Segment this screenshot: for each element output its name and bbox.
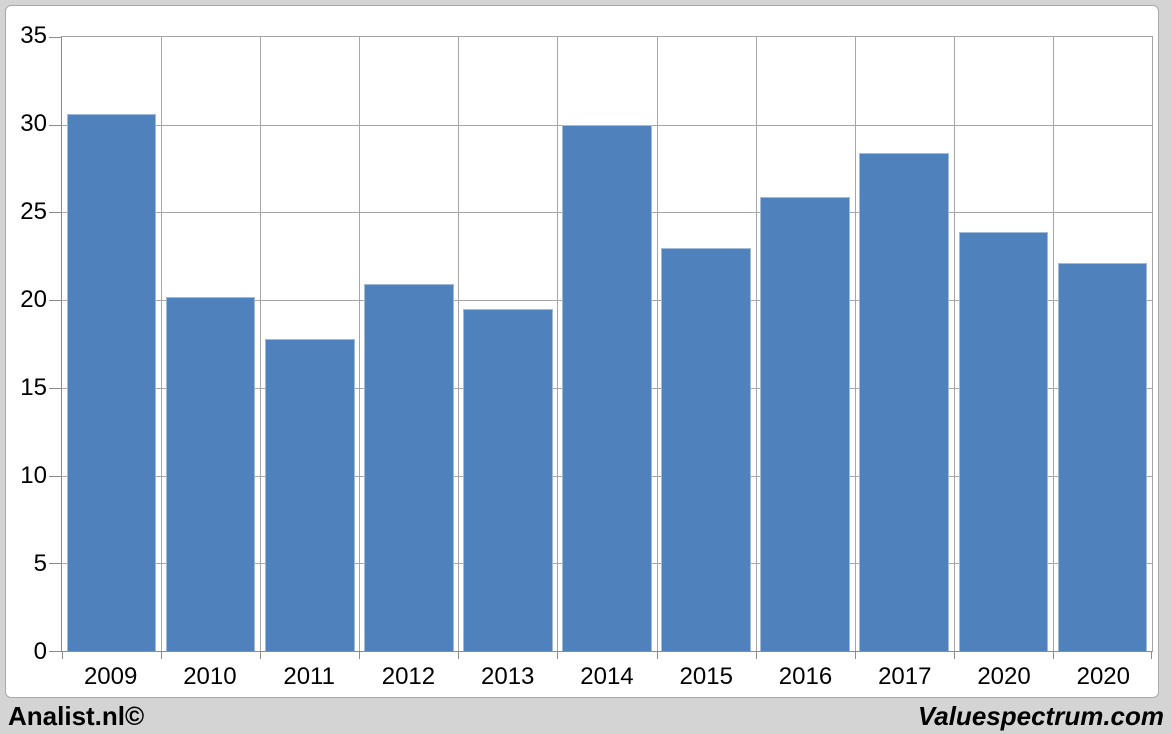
x-tick-label: 2016	[778, 663, 833, 690]
axis-ticks-layer	[49, 37, 1152, 659]
x-tick-mark	[1052, 651, 1054, 659]
bar-2010	[165, 296, 256, 651]
bar-2014	[562, 124, 652, 651]
y-tick-mark	[49, 387, 62, 389]
y-tick-mark	[49, 651, 62, 652]
y-tick-mark	[49, 37, 62, 38]
bar-2015	[661, 247, 751, 651]
bar-2013	[463, 308, 553, 651]
plot-area	[49, 36, 1153, 659]
v-gridline	[755, 37, 757, 651]
x-tick-mark	[161, 651, 163, 659]
y-tick-label: 0	[33, 638, 47, 665]
bar-2017	[859, 152, 950, 651]
v-gridline	[458, 37, 460, 651]
v-gridline	[656, 37, 658, 651]
bar-2016	[760, 196, 850, 651]
x-axis: 2009 2010 2011 2012 2013 2014 2015 2016 2017 2020…	[61, 662, 1153, 692]
y-tick-label: 35	[20, 22, 47, 49]
x-tick-mark	[557, 651, 559, 659]
x-tick-label: 2014	[580, 663, 634, 690]
v-gridline	[260, 37, 262, 651]
chart-panel: 0 5 10 15 20 25 30 35 2009 2010 2011 2012 2013 2014 2…	[5, 5, 1159, 698]
analist-credit: Analist.nl©	[8, 701, 145, 731]
x-tick-label: 2017	[878, 663, 932, 690]
y-tick-mark	[49, 300, 62, 302]
y-tick-mark	[49, 124, 62, 126]
x-tick-label: 2009	[83, 663, 138, 690]
y-tick-mark	[49, 563, 62, 565]
x-tick-mark	[260, 651, 262, 659]
y-tick-mark	[49, 475, 62, 477]
bar-2012	[364, 284, 454, 651]
x-tick-mark	[656, 651, 658, 659]
y-tick-label: 25	[20, 197, 47, 225]
y-axis: 0 5 10 15 20 25 30 35	[7, 22, 49, 665]
y-tick-label: 10	[20, 462, 47, 489]
v-gridline	[1052, 37, 1054, 651]
x-tick-label: 2012	[381, 663, 436, 690]
x-tick-mark	[755, 651, 757, 659]
v-gridline	[854, 37, 856, 651]
y-tick-label: 30	[20, 109, 47, 137]
x-tick-label: 2015	[679, 663, 733, 690]
x-tick-label: 2020	[1076, 663, 1130, 690]
bar-2020	[958, 231, 1049, 651]
x-tick-label: 2020	[977, 663, 1031, 690]
x-tick-label: 2010	[183, 663, 237, 690]
valuespectrum-credit: Valuespectrum.com	[917, 701, 1164, 731]
x-tick-mark	[1151, 651, 1152, 659]
y-tick-label: 20	[20, 286, 47, 313]
y-tick-label: 15	[20, 373, 47, 401]
x-tick-mark	[62, 651, 63, 659]
x-tick-mark	[359, 651, 361, 659]
x-tick-label: 2013	[481, 663, 535, 690]
bars-layer	[62, 37, 1152, 651]
y-tick-mark	[49, 212, 62, 214]
x-tick-mark	[458, 651, 460, 659]
v-gridline	[161, 37, 163, 651]
x-tick-mark	[854, 651, 856, 659]
v-gridline	[953, 37, 955, 651]
x-tick-mark	[953, 651, 955, 659]
x-tick-label: 2011	[283, 663, 335, 690]
bar-2009	[66, 114, 157, 651]
y-tick-label: 5	[33, 550, 47, 577]
v-gridline	[557, 37, 559, 651]
bar-2011	[264, 338, 355, 651]
bar-2020	[1057, 263, 1148, 651]
v-gridline	[359, 37, 361, 651]
